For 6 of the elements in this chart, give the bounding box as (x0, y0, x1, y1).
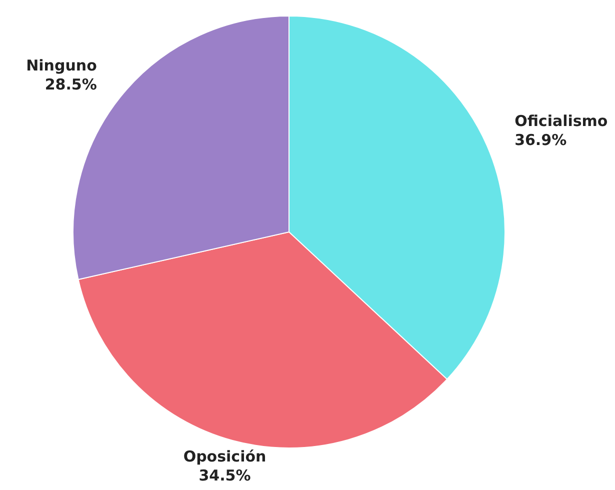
slice-label: Oposición (183, 447, 266, 466)
data-label: 34.5% (198, 466, 251, 484)
slice-label: Ninguno (26, 56, 97, 74)
data-label: 36.9% (514, 130, 567, 149)
slice-label: Oficialismo (514, 112, 608, 130)
data-label: 28.5% (44, 75, 97, 94)
